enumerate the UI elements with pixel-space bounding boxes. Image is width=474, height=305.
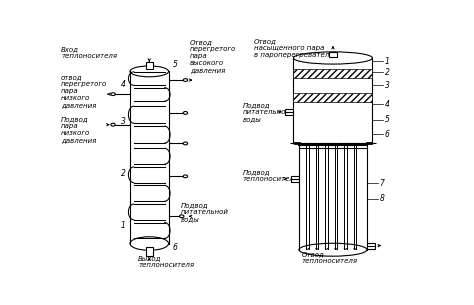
Text: 3: 3	[385, 81, 390, 90]
Bar	[293, 58, 373, 143]
Text: 2: 2	[385, 68, 390, 77]
Text: 2: 2	[121, 170, 126, 178]
Text: 4: 4	[385, 100, 390, 109]
Bar	[367, 242, 375, 249]
Text: 8: 8	[379, 194, 384, 203]
Text: Отвод
теплоносителя: Отвод теплоносителя	[301, 252, 358, 264]
Text: 6: 6	[385, 130, 390, 138]
Text: 6: 6	[173, 243, 178, 253]
Bar	[293, 93, 373, 102]
Circle shape	[180, 215, 184, 218]
Ellipse shape	[130, 66, 169, 77]
Bar	[299, 143, 367, 250]
Text: Выход
теплоносителя: Выход теплоносителя	[138, 255, 194, 267]
Bar	[285, 109, 293, 115]
Circle shape	[183, 175, 188, 178]
Text: Подвод
питательной
воды: Подвод питательной воды	[181, 202, 228, 222]
Text: 5: 5	[385, 116, 390, 124]
Text: Подвод
теплоносителя: Подвод теплоносителя	[243, 169, 299, 182]
Ellipse shape	[130, 237, 169, 250]
Bar	[293, 69, 373, 78]
Circle shape	[183, 112, 188, 114]
Text: 7: 7	[379, 179, 384, 188]
Circle shape	[111, 93, 115, 95]
Text: Подвод
питательной
воды: Подвод питательной воды	[243, 102, 291, 122]
Text: Отвод
перегретого
пара
высокого
давления: Отвод перегретого пара высокого давления	[190, 39, 236, 73]
Bar	[291, 176, 299, 182]
Text: 3: 3	[121, 117, 126, 126]
Text: отвод
перегретого
пара
низкого
давления: отвод перегретого пара низкого давления	[61, 74, 107, 108]
Text: 1: 1	[385, 57, 390, 66]
Text: 4: 4	[121, 80, 126, 89]
Circle shape	[183, 142, 188, 145]
Text: Вход
теплоносителя: Вход теплоносителя	[61, 46, 117, 59]
Text: Отвод
насыщенного пара
в пароперегреватель: Отвод насыщенного пара в пароперегревате…	[254, 38, 333, 58]
Circle shape	[111, 123, 115, 126]
Text: 1: 1	[121, 221, 126, 230]
Circle shape	[183, 79, 188, 81]
Bar	[130, 71, 169, 243]
Ellipse shape	[293, 52, 373, 64]
Ellipse shape	[299, 243, 367, 256]
Text: 5: 5	[173, 60, 178, 69]
Bar	[146, 63, 153, 69]
Bar	[329, 52, 337, 57]
Text: Подвод
пара
низкого
давления: Подвод пара низкого давления	[61, 117, 97, 143]
Bar	[146, 247, 153, 256]
